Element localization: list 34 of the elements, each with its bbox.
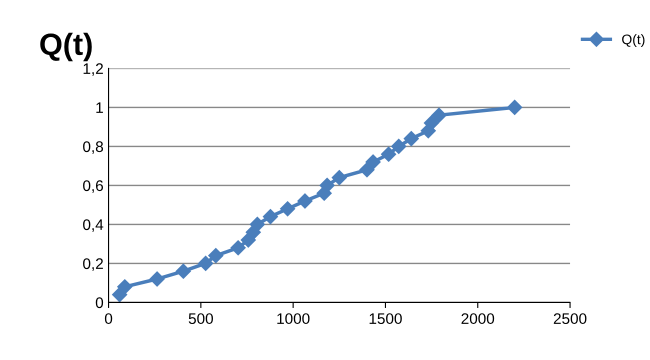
x-tick-label: 500 (188, 313, 213, 324)
y-tick-label: 0 (96, 297, 104, 308)
y-tick-label: 1 (96, 102, 103, 113)
point (176, 264, 191, 279)
x-tick-label: 1000 (277, 313, 310, 324)
point (320, 178, 335, 193)
y-tick-label: 0,6 (83, 180, 104, 193)
point (366, 154, 381, 170)
legend-label: Q(t) (622, 34, 644, 48)
point (507, 100, 522, 115)
x-tick-label: 2000 (462, 313, 494, 324)
x-tick-label: 1500 (370, 313, 402, 324)
y-tick-label: 0,8 (83, 141, 104, 154)
y-tick-label: 0,2 (83, 258, 103, 271)
point (150, 271, 165, 287)
y-tick-label: 0,4 (83, 219, 104, 232)
point (262, 209, 278, 224)
point (280, 201, 296, 216)
point (230, 240, 246, 256)
point (381, 146, 396, 162)
point (359, 162, 375, 178)
point (404, 131, 419, 146)
y-tick-label: 1,2 (84, 63, 103, 76)
chart-title: Q(t) (40, 32, 92, 62)
point (198, 256, 214, 271)
point (250, 216, 265, 232)
point (391, 138, 406, 154)
point (208, 248, 224, 264)
point (117, 279, 132, 294)
point (431, 108, 447, 123)
point (297, 193, 313, 209)
point (332, 170, 347, 186)
x-tick-label: 0 (104, 313, 112, 324)
x-tick-label: 2500 (554, 313, 586, 324)
